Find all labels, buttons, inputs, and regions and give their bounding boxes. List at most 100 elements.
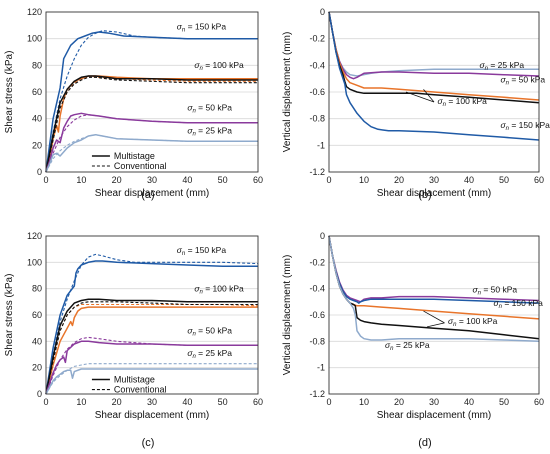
y-tick-label: -0.8 [309, 114, 325, 124]
y-tick-label: 60 [32, 310, 42, 320]
x-tick-label: 60 [534, 397, 544, 407]
series-annotation: σn = 150 kPa [494, 298, 544, 310]
y-tick-label: -1 [317, 363, 325, 373]
y-axis-label: Shear stress (kPa) [4, 274, 15, 357]
y-tick-label: -1.2 [309, 389, 325, 399]
series-line-s150 [45, 260, 258, 395]
x-tick-label: 10 [76, 175, 86, 185]
series-annotation: σn = 150 kPa [177, 245, 227, 257]
series-line-s25-conventional [45, 134, 258, 173]
series-line-black-conventional [45, 76, 258, 173]
y-tick-label: -0.2 [309, 34, 325, 44]
x-tick-label: 20 [112, 175, 122, 185]
series-line-s50-conventional [45, 114, 258, 173]
plot-frame [45, 235, 259, 395]
y-axis-label: Vertical displacement (mm) [282, 255, 293, 376]
series-line-s150-conventional [45, 30, 258, 173]
x-tick-label: 10 [76, 397, 86, 407]
pointer-line [426, 322, 445, 328]
series-line-s25 [45, 368, 258, 395]
y-tick-label: -0.4 [309, 60, 325, 70]
x-tick-label: 60 [253, 397, 263, 407]
series-annotation: σn = 100 kPa [194, 283, 244, 295]
series-annotation: σn = 25 kPa [187, 348, 232, 360]
x-tick-label: 50 [218, 397, 228, 407]
pointer-line [423, 310, 445, 324]
series-line-s150 [328, 11, 540, 141]
series-line-s150-conventional [45, 253, 259, 395]
series-annotation: σn = 50 kPa [473, 285, 518, 297]
y-tick-label: 0 [37, 167, 42, 177]
series-line-s25 [45, 133, 258, 173]
series-annotation: σn = 50 kPa [187, 325, 232, 337]
series-annotation: σn = 25 kPa [385, 340, 430, 352]
legend-label-conventional: Conventional [114, 385, 167, 395]
x-tick-label: 20 [112, 397, 122, 407]
x-axis-label: Shear displacement (mm) [95, 410, 209, 421]
y-tick-label: -0.6 [309, 310, 325, 320]
plot-frame [328, 235, 540, 395]
y-tick-label: 60 [32, 87, 42, 97]
series-annotation: σn = 150 kPa [501, 120, 550, 132]
y-tick-label: 120 [27, 7, 42, 17]
y-tick-label: 0 [37, 389, 42, 399]
y-tick-label: 80 [32, 60, 42, 70]
x-tick-label: 0 [326, 175, 331, 185]
x-tick-label: 30 [429, 175, 439, 185]
x-tick-label: 0 [43, 397, 48, 407]
x-axis-label: Shear displacement (mm) [377, 410, 491, 421]
y-tick-label: -1.2 [309, 167, 325, 177]
y-tick-label: 100 [27, 34, 42, 44]
x-tick-label: 20 [394, 397, 404, 407]
x-tick-label: 10 [359, 175, 369, 185]
series-annotation: σn = 150 kPa [177, 21, 227, 33]
series-line-s50-conventional [45, 336, 258, 395]
x-tick-label: 30 [429, 397, 439, 407]
plot-frame [328, 11, 540, 173]
y-tick-label: -0.8 [309, 336, 325, 346]
x-tick-label: 60 [253, 175, 263, 185]
x-tick-label: 40 [464, 175, 474, 185]
x-tick-label: 50 [499, 175, 509, 185]
series-annotation: σn = 100 kPa [448, 316, 498, 328]
y-axis-label: Shear stress (kPa) [4, 51, 15, 134]
chart-panel-3: 0 20 40 60 80 100 120 0 10 20 30 40 50 60 σn = 150 kPa… [4, 231, 263, 449]
series-line-s100 [328, 11, 540, 101]
series-annotation: σn = 50 kPa [187, 103, 232, 115]
y-tick-label: 0 [320, 231, 325, 241]
panel-label: (d) [418, 437, 431, 449]
x-tick-label: 0 [326, 397, 331, 407]
x-tick-label: 60 [534, 175, 544, 185]
series-line-black [45, 75, 258, 173]
y-tick-label: 40 [32, 114, 42, 124]
x-tick-label: 50 [218, 175, 228, 185]
x-tick-label: 40 [464, 397, 474, 407]
y-tick-label: -0.6 [309, 87, 325, 97]
y-tick-label: 100 [27, 257, 42, 267]
x-tick-label: 30 [147, 397, 157, 407]
x-tick-label: 10 [359, 397, 369, 407]
legend-label-multistage: Multistage [114, 375, 155, 385]
y-tick-label: 0 [320, 7, 325, 17]
legend-label-multistage: Multistage [114, 151, 155, 161]
x-tick-label: 40 [182, 175, 192, 185]
series-annotation: σn = 100 kPa [194, 60, 244, 72]
y-tick-label: 120 [27, 231, 42, 241]
series-annotation: σn = 50 kPa [501, 75, 546, 87]
pointer-line [423, 89, 435, 103]
series-annotation: σn = 25 kPa [480, 60, 525, 72]
series-line-s25 [328, 235, 540, 343]
x-axis-label: Shear displacement (mm) [95, 188, 209, 199]
panel-label: (c) [142, 437, 155, 449]
y-tick-label: -1 [317, 140, 325, 150]
series-annotation: σn = 25 kPa [187, 125, 232, 137]
chart-panel-1: 0 20 40 60 80 100 120 0 10 20 30 40 50 60 σn = 150 kPa… [4, 7, 263, 201]
series-line-s100 [45, 306, 258, 395]
x-tick-label: 40 [182, 397, 192, 407]
plot-frame [45, 11, 259, 173]
panel-label: (b) [418, 189, 431, 201]
x-tick-label: 30 [147, 175, 157, 185]
